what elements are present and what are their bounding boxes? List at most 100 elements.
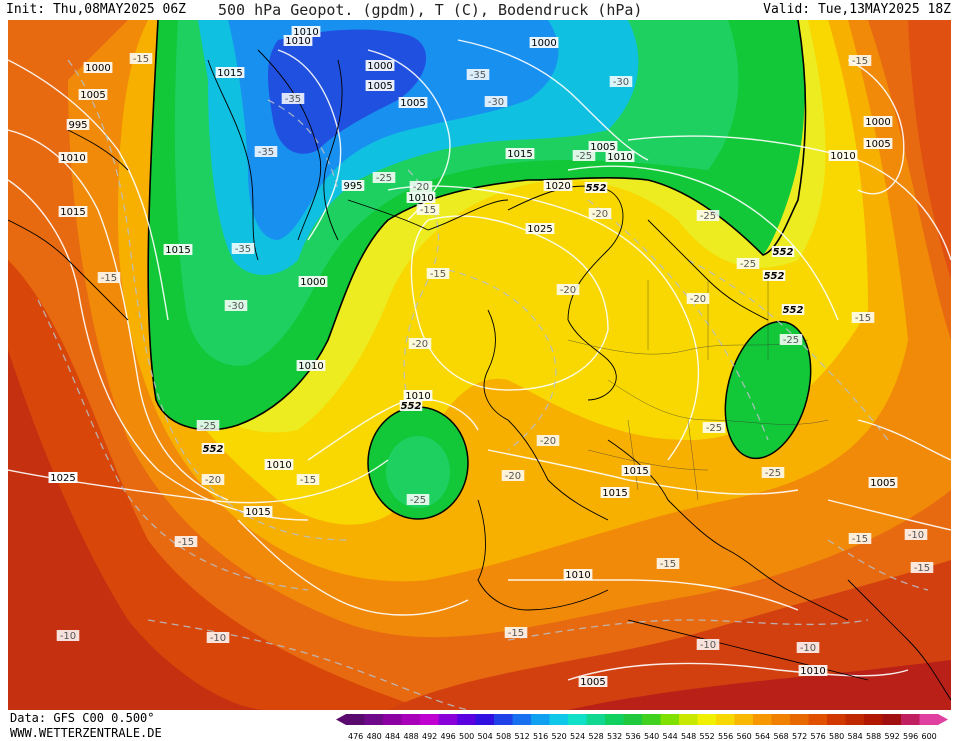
temperature-label-text: -25 xyxy=(765,468,781,479)
pressure-label: 1025 xyxy=(525,223,555,235)
temperature-label: -25 xyxy=(761,467,785,479)
temperature-label-bg xyxy=(588,208,612,219)
colorbar-swatch xyxy=(808,714,827,725)
pressure-label: 1025 xyxy=(48,472,78,484)
temperature-label: -20 xyxy=(201,474,225,486)
colorbar-tick: 564 xyxy=(755,732,770,741)
pressure-label-bg xyxy=(298,276,328,287)
colorbar-tick: 476 xyxy=(348,732,363,741)
colorbar-tick: 496 xyxy=(441,732,456,741)
temperature-label-bg xyxy=(910,562,934,573)
pressure-label-bg xyxy=(365,80,395,91)
colorbar-swatch xyxy=(753,714,772,725)
temperature-label: -20 xyxy=(588,208,612,220)
temperature-label: -35 xyxy=(281,93,305,105)
pressure-label-text: 1015 xyxy=(623,466,648,477)
geopot-label-bg xyxy=(762,270,786,281)
temperature-label-bg xyxy=(686,293,710,304)
pressure-label: 1015 xyxy=(505,148,535,160)
pressure-label-bg xyxy=(78,89,108,100)
pressure-label-text: 1010 xyxy=(607,152,632,163)
temperature-label-bg xyxy=(796,642,820,653)
pressure-label-text: 1010 xyxy=(405,391,430,402)
temperature-label-text: -15 xyxy=(852,56,868,67)
temperature-label: -20 xyxy=(686,293,710,305)
field-southwest-deep xyxy=(8,350,268,710)
pressure-label: 1015 xyxy=(600,487,630,499)
temperature-label-text: -30 xyxy=(228,301,244,312)
pressure-label: 1010 xyxy=(403,390,433,402)
colorbar-tick: 552 xyxy=(700,732,715,741)
temperature-label-text: -20 xyxy=(690,294,706,305)
temperature-label-text: -15 xyxy=(420,205,436,216)
temperature-label-bg xyxy=(416,204,440,215)
pressure-label: 1015 xyxy=(58,206,88,218)
pressure-label-text: 1015 xyxy=(507,149,532,160)
colorbar-swatch xyxy=(734,714,753,725)
pressure-label-bg xyxy=(403,390,433,401)
colorbar-tick: 524 xyxy=(570,732,585,741)
temperature-label-bg xyxy=(848,533,872,544)
pressure-label-bg xyxy=(621,465,651,476)
pressure-label-bg xyxy=(365,60,395,71)
chart-title: 500 hPa Geopot. (gpdm), T (C), Bodendruc… xyxy=(218,1,643,19)
pressure-label-text: 995 xyxy=(68,120,87,131)
colorbar-swatch xyxy=(901,714,920,725)
temperature-label-text: -20 xyxy=(505,471,521,482)
temperature-label-bg xyxy=(504,627,528,638)
pressure-label-text: 1015 xyxy=(165,245,190,256)
temperature-label-bg xyxy=(609,76,633,87)
temperature-label-bg xyxy=(224,300,248,311)
pressure-label: 1010 xyxy=(798,665,828,677)
temperature-label-bg xyxy=(254,146,278,157)
colorbar-tick: 512 xyxy=(515,732,530,741)
pressure-label: 1010 xyxy=(563,569,593,581)
pressure-label-bg xyxy=(863,138,893,149)
pressure-label: 1020 xyxy=(543,180,573,192)
pressure-label-text: 1000 xyxy=(367,61,392,72)
geopot-label: 552 xyxy=(201,443,225,455)
pressure-label-bg xyxy=(828,150,858,161)
pressure-label-text: 1010 xyxy=(800,666,825,677)
colorbar-tick: 600 xyxy=(922,732,937,741)
temperature-label-bg xyxy=(696,639,720,650)
pressure-label-text: 1010 xyxy=(408,193,433,204)
pressure-label: 1010 xyxy=(296,360,326,372)
pressure-label-bg xyxy=(600,487,630,498)
temperature-label-bg xyxy=(129,53,153,64)
temperature-label-text: -25 xyxy=(700,211,716,222)
colorbar-swatch xyxy=(586,714,605,725)
pressure-label: 995 xyxy=(341,180,365,192)
temperature-label-text: -20 xyxy=(592,209,608,220)
colorbar-tick: 504 xyxy=(478,732,493,741)
pressure-label: 1010 xyxy=(291,26,321,38)
temperature-label: -15 xyxy=(426,268,450,280)
temperature-label-text: -15 xyxy=(855,313,871,324)
temperature-label-bg xyxy=(466,69,490,80)
pressure-label: 1000 xyxy=(529,37,559,49)
pressure-label-text: 1005 xyxy=(367,81,392,92)
temperature-label: -30 xyxy=(224,300,248,312)
map-labels: 1010100010059951015100010051010101510001… xyxy=(48,26,934,688)
geopot-label-bg xyxy=(771,246,795,257)
pressure-label-text: 1005 xyxy=(80,90,105,101)
temperature-label: -35 xyxy=(231,243,255,255)
valid-time: Valid: Tue,13MAY2025 18Z xyxy=(763,2,951,17)
colorbar-swatch xyxy=(864,714,883,725)
pressure-label-bg xyxy=(83,62,113,73)
pressure-label-text: 1015 xyxy=(217,68,242,79)
temperature-label-text: -20 xyxy=(205,475,221,486)
pressure-label-text: 1005 xyxy=(580,677,605,688)
pressure-label-text: 1005 xyxy=(590,142,615,153)
temperature-label-text: -15 xyxy=(660,559,676,570)
colorbar-swatch xyxy=(531,714,550,725)
temperature-label: -25 xyxy=(779,334,803,346)
temperature-label-bg xyxy=(484,96,508,107)
temperature-label: -15 xyxy=(656,558,680,570)
geopot-label: 552 xyxy=(584,182,608,194)
temperature-label-text: -25 xyxy=(706,423,722,434)
pressure-label-text: 1025 xyxy=(50,473,75,484)
colorbar-tick: 480 xyxy=(367,732,382,741)
temperature-label: -25 xyxy=(702,422,726,434)
temperature-label: -30 xyxy=(609,76,633,88)
